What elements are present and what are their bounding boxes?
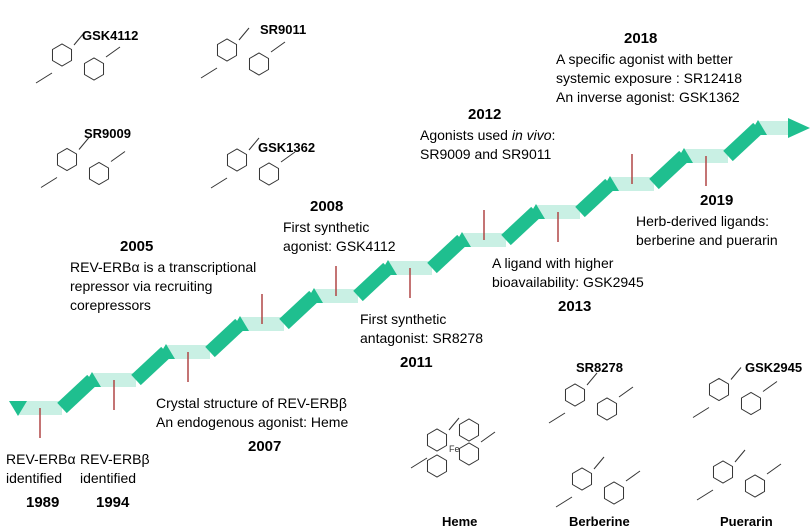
year-2018: 2018 [624,30,657,47]
year-2007: 2007 [248,438,281,455]
event-2008: First syntheticagonist: GSK4112 [283,218,396,256]
chem-label-sr9009: SR9009 [84,126,131,141]
chem-label-gsk4112: GSK4112 [82,28,138,43]
chem-berberine [556,457,640,507]
chem-label-heme: Heme [442,514,477,526]
chem-label-sr8278: SR8278 [576,360,623,375]
chem-heme [411,418,495,468]
chem-label-sr9011: SR9011 [260,22,306,37]
chem-label-puerarin: Puerarin [720,514,773,526]
event-2012: Agonists used in vivo:SR9009 and SR9011 [420,126,555,164]
event-2018: A specific agonist with bettersystemic e… [556,50,742,107]
event-2013: A ligand with higherbioavailability: GSK… [492,254,644,292]
year-2013: 2013 [558,298,591,315]
chem-label-gsk1362: GSK1362 [258,140,315,155]
event-1994: REV-ERBβidentified [80,450,150,488]
year-2008: 2008 [310,198,343,215]
chem-label-gsk2945: GSK2945 [745,360,802,375]
year-2005: 2005 [120,238,153,255]
event-2019: Herb-derived ligands:berberine and puera… [636,212,778,250]
chem-sr8278 [549,373,633,423]
year-2011: 2011 [400,354,433,371]
year-2012: 2012 [468,106,501,123]
chem-gsk2945 [693,368,777,418]
year-2019: 2019 [700,192,733,209]
event-2005: REV-ERBα is a transcriptionalrepressor v… [70,258,256,315]
year-1989: 1989 [26,494,59,511]
event-2011: First syntheticantagonist: SR8278 [360,310,483,348]
event-2007: Crystal structure of REV-ERBβAn endogeno… [156,394,348,432]
svg-text:Fe: Fe [449,444,460,454]
chem-puerarin [697,450,781,500]
event-1989: REV-ERBαidentified [6,450,76,488]
chem-label-berberine: Berberine [569,514,630,526]
chem-sr9009 [41,138,125,188]
year-1994: 1994 [96,494,129,511]
